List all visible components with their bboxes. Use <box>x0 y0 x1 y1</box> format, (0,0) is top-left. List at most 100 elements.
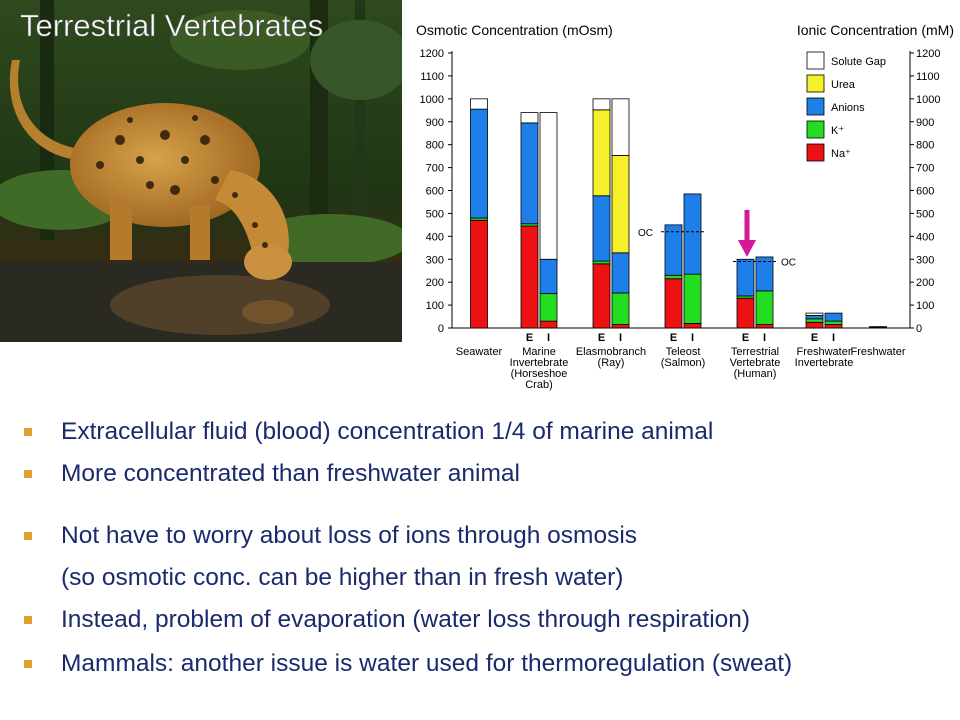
bar-tag-label: E <box>742 332 749 344</box>
y-tick-label-right: 900 <box>916 117 934 129</box>
y-tick-label-left: 1200 <box>420 48 444 60</box>
category-label: Freshwater <box>796 346 851 358</box>
legend-swatch <box>806 97 825 116</box>
bar-segment <box>664 274 683 280</box>
y-tick-label-right: 400 <box>916 231 934 243</box>
category-label: (Horseshoe <box>511 368 568 380</box>
y-tick-label-left: 400 <box>426 231 444 243</box>
category-label: (Salmon) <box>661 357 706 369</box>
y-tick-label-left: 300 <box>426 254 444 266</box>
bar-segment <box>683 193 702 275</box>
y-tick-label-left: 1000 <box>420 94 444 106</box>
bar-segment <box>611 292 630 325</box>
y-tick-label-left: 600 <box>426 186 444 198</box>
jaguar-photo-drawing <box>0 0 402 342</box>
bar-segment <box>805 312 824 316</box>
y-tick-label-left: 200 <box>426 277 444 289</box>
bar-segment <box>592 263 611 329</box>
bullet-text: More concentrated than freshwater animal <box>61 460 520 487</box>
bar-segment <box>520 122 539 225</box>
bar-segment <box>592 98 611 111</box>
bar-segment <box>755 290 774 325</box>
highlight-arrow-head <box>738 240 756 257</box>
bar-segment <box>520 225 539 329</box>
category-label: Elasmobranch <box>576 346 646 358</box>
bar-segment <box>539 293 558 322</box>
y-tick-label-right: 700 <box>916 163 934 175</box>
bullet-marker <box>24 428 32 436</box>
category-label: Seawater <box>456 346 503 358</box>
y-tick-label-right: 200 <box>916 277 934 289</box>
bar-segment <box>824 312 843 322</box>
bullet-text: Mammals: another issue is water used for… <box>61 650 793 677</box>
bar-segment <box>592 260 611 265</box>
bar-segment <box>736 258 755 297</box>
bullet-marker <box>24 660 32 668</box>
bar-tag-label: E <box>598 332 605 344</box>
bullet-marker <box>24 470 32 478</box>
bar-segment <box>611 98 630 156</box>
bullet-marker <box>24 616 32 624</box>
category-label: Invertebrate <box>510 357 569 369</box>
y-tick-label-left: 800 <box>426 140 444 152</box>
legend-label: Anions <box>831 102 865 114</box>
legend-swatch <box>806 51 825 70</box>
category-label: Invertebrate <box>795 357 854 369</box>
bar-segment <box>520 112 539 124</box>
bar-tag-label: I <box>832 332 835 344</box>
bar-segment <box>470 98 488 110</box>
y-tick-label-right: 0 <box>916 323 922 335</box>
jaguar-photo <box>0 0 402 342</box>
bar-tag-label: E <box>526 332 533 344</box>
category-label: Crab) <box>525 379 553 391</box>
y-tick-label-right: 1000 <box>916 94 940 106</box>
bullet-text: Extracellular fluid (blood) concentratio… <box>61 418 714 445</box>
bar-tag-label: I <box>691 332 694 344</box>
bullet-text: Instead, problem of evaporation (water l… <box>61 606 751 633</box>
bullet-text: Not have to worry about loss of ions thr… <box>61 522 638 549</box>
bar-segment <box>664 224 683 276</box>
bar-segment <box>805 321 824 329</box>
y-tick-label-right: 300 <box>916 254 934 266</box>
category-label: Terrestrial <box>731 346 779 358</box>
bar-tag-label: I <box>547 332 550 344</box>
category-label: Marine <box>522 346 556 358</box>
bar-segment <box>539 258 558 295</box>
y-tick-label-right: 1100 <box>916 71 940 83</box>
category-label: (Ray) <box>598 357 625 369</box>
category-label: (Human) <box>734 368 777 380</box>
bar-segment <box>683 273 702 324</box>
bar-segment <box>805 314 824 320</box>
bar-segment <box>824 324 843 329</box>
category-label: Freshwater <box>850 346 905 358</box>
bar-segment <box>539 112 558 260</box>
bar-segment <box>805 318 824 323</box>
y-tick-label-left: 900 <box>426 117 444 129</box>
y-tick-label-right: 100 <box>916 300 934 312</box>
legend-swatch <box>806 143 825 162</box>
y-tick-label-right: 600 <box>916 186 934 198</box>
bar-segment <box>470 108 488 219</box>
osmotic-chart: 0 0 100 100 200 200 300 300 400 400 500 500 600 600 70… <box>416 22 954 391</box>
slide-title: Terrestrial Vertebrates <box>20 8 324 44</box>
y-tick-label-right: 800 <box>916 140 934 152</box>
bar-segment <box>755 324 774 329</box>
y-tick-label-right: 500 <box>916 208 934 220</box>
y-tick-label-left: 700 <box>426 163 444 175</box>
y-tick-label-right: 1200 <box>916 48 940 60</box>
bar-segment <box>611 252 630 294</box>
bar-segment <box>592 109 611 197</box>
bar-segment <box>470 219 488 329</box>
bar-segment <box>755 256 774 292</box>
bullet-text: (so osmotic conc. can be higher than in … <box>61 564 624 591</box>
legend-label: Na⁺ <box>831 148 851 160</box>
bar-tag-label: E <box>670 332 677 344</box>
legend-label: Solute Gap <box>831 56 886 68</box>
legend-swatch <box>806 120 825 139</box>
bar-tag-label: E <box>811 332 818 344</box>
bar-tag-label: I <box>763 332 766 344</box>
y-tick-label-left: 0 <box>438 323 444 335</box>
legend-swatch <box>806 74 825 93</box>
chart-title-right: Ionic Concentration (mM) <box>797 22 954 38</box>
category-label: Vertebrate <box>730 357 781 369</box>
